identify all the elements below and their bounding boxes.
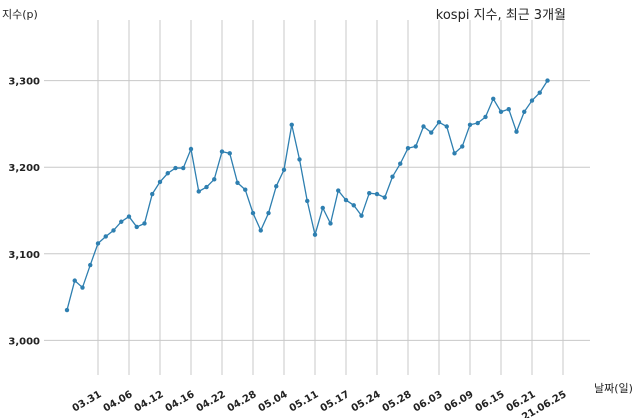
data-point	[95, 241, 101, 246]
x-tick-label: 03.31	[71, 389, 104, 414]
data-point	[250, 210, 256, 216]
series-line	[66, 80, 549, 311]
data-point	[64, 307, 70, 313]
data-point	[343, 197, 349, 203]
data-point	[498, 109, 504, 114]
data-point	[421, 124, 426, 129]
data-point	[328, 221, 333, 226]
x-tick-label: 05.04	[257, 389, 290, 414]
data-point	[382, 195, 387, 200]
data-point	[119, 219, 124, 224]
data-point	[157, 179, 163, 185]
data-point	[266, 210, 271, 216]
data-point	[413, 144, 418, 149]
data-point	[88, 262, 93, 268]
data-point	[173, 165, 178, 171]
data-point	[537, 90, 542, 95]
x-tick-label: 05.11	[288, 389, 321, 414]
data-point	[452, 151, 457, 156]
data-point	[204, 184, 209, 190]
x-tick-labels: 03.3104.0604.1204.1604.2204.2805.0405.11…	[71, 389, 569, 418]
data-point	[545, 78, 550, 83]
data-point	[103, 234, 108, 239]
data-point	[72, 278, 77, 283]
data-point	[212, 177, 217, 182]
data-point	[196, 189, 201, 194]
y-tick-label: 3,100	[8, 250, 40, 261]
data-point	[181, 165, 186, 171]
data-point	[398, 161, 403, 166]
data-point	[467, 122, 473, 127]
data-point	[126, 214, 132, 219]
data-point	[336, 188, 341, 193]
data-point	[390, 174, 395, 179]
data-point	[150, 191, 155, 197]
x-tick-label: 05.24	[350, 389, 383, 414]
data-point	[142, 221, 147, 226]
data-point	[219, 149, 225, 154]
data-point	[359, 213, 364, 218]
data-point	[312, 232, 318, 237]
data-point	[506, 106, 511, 112]
x-axis-label: 날짜(일)	[594, 382, 633, 395]
x-tick-label: 04.06	[102, 389, 135, 414]
x-tick-label: 04.22	[195, 389, 228, 414]
data-point	[491, 96, 496, 101]
data-point	[460, 144, 465, 149]
y-tick-labels: 3,000 3,100 3,200 3,300	[8, 77, 40, 348]
data-point	[281, 167, 287, 172]
data-point	[351, 203, 356, 208]
x-tick-label: 06.09	[443, 389, 476, 414]
data-point	[522, 109, 527, 114]
data-point	[320, 205, 325, 211]
data-point	[514, 129, 519, 134]
data-point	[258, 228, 263, 233]
x-tick-label: 06.03	[412, 389, 445, 414]
data-point	[134, 224, 139, 230]
y-tick-label: 3,300	[8, 77, 40, 88]
data-points	[64, 78, 550, 313]
data-point	[483, 114, 488, 120]
data-point	[227, 151, 232, 156]
data-point	[165, 171, 170, 176]
data-point	[436, 119, 442, 125]
data-point	[289, 122, 294, 127]
x-tick-label: 04.12	[133, 389, 166, 414]
x-tick-label: 05.28	[381, 389, 414, 414]
data-point	[235, 180, 240, 185]
data-point	[243, 187, 248, 192]
x-tick-label: 05.17	[319, 389, 352, 414]
data-point	[80, 285, 85, 290]
chart-title: kospi 지수, 최근 3개월	[435, 8, 566, 23]
data-point	[188, 146, 194, 152]
data-point	[444, 124, 449, 129]
data-point	[111, 228, 116, 233]
data-point	[374, 191, 380, 197]
horizontal-gridlines	[44, 80, 590, 341]
vertical-gridlines	[97, 20, 564, 375]
x-tick-label: 04.28	[226, 389, 259, 414]
x-tick-label: 04.16	[164, 389, 197, 414]
data-point	[429, 130, 434, 135]
data-point	[475, 120, 480, 126]
data-point	[529, 98, 535, 103]
data-point	[297, 157, 302, 162]
y-tick-label: 3,000	[8, 336, 40, 347]
data-point	[274, 184, 279, 189]
y-axis-label: 지수(p)	[2, 8, 38, 21]
data-point	[367, 190, 372, 196]
y-tick-label: 3,200	[8, 163, 40, 174]
data-point	[305, 198, 310, 204]
data-point	[405, 145, 411, 151]
x-tick-label: 06.15	[474, 389, 507, 414]
